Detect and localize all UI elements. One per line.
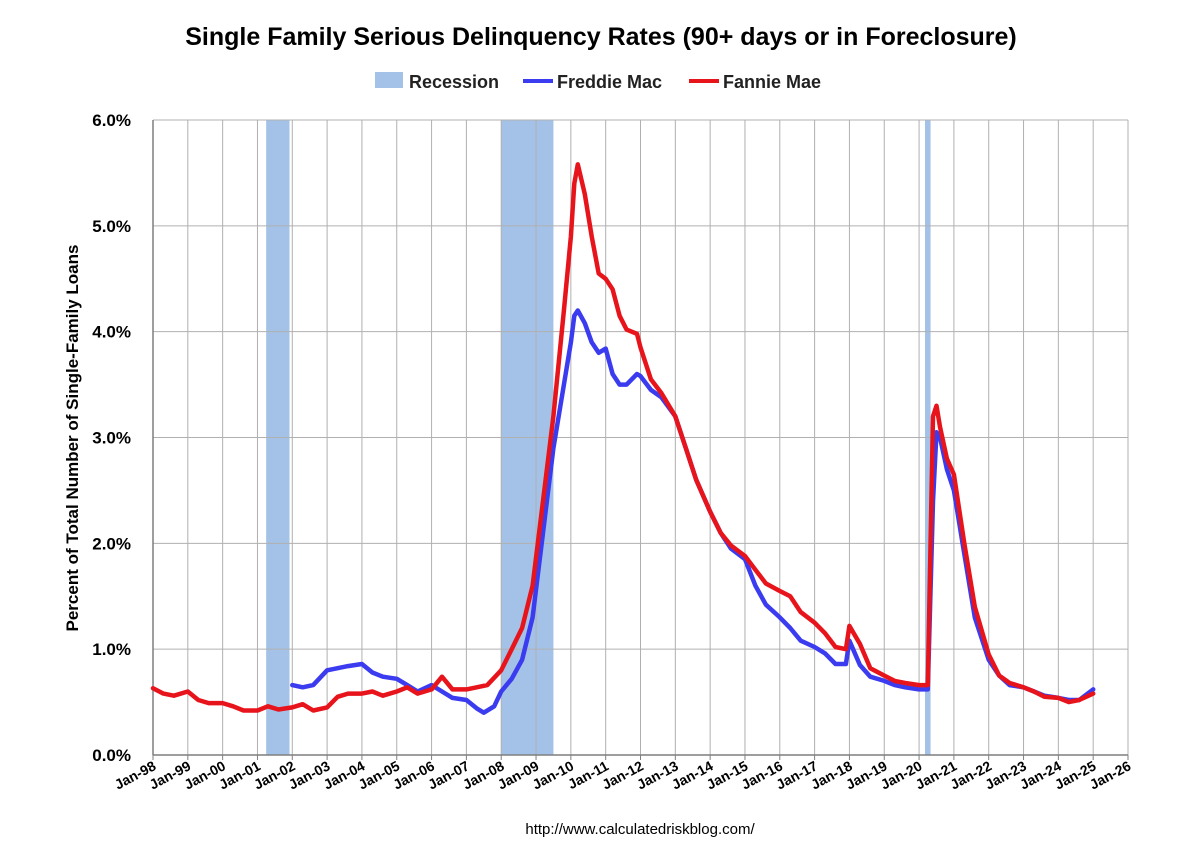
legend-label-fannie-mae: Fannie Mae	[723, 72, 821, 92]
chart-title: Single Family Serious Delinquency Rates …	[185, 23, 1017, 51]
y-axis-label: Percent of Total Number of Single-Family…	[63, 245, 82, 632]
series-lines	[150, 162, 1096, 715]
gridlines	[152, 119, 1129, 756]
y-tick-labels: 0.0% 1.0% 2.0% 3.0% 4.0% 5.0% 6.0%	[92, 111, 131, 765]
y-tick-label-5: 5.0%	[92, 217, 131, 236]
y-tick-label-4: 4.0%	[92, 323, 131, 342]
series-line-freddie-mac	[290, 308, 1096, 715]
legend-label-recession: Recession	[409, 72, 499, 92]
y-tick-label-0: 0.0%	[92, 746, 131, 765]
legend: Recession Freddie Mac Fannie Mae	[375, 72, 821, 92]
legend-label-freddie-mac: Freddie Mac	[557, 72, 662, 92]
x-tick-labels: Jan-98Jan-99Jan-00Jan-01Jan-02Jan-03Jan-…	[112, 757, 1134, 792]
series-line-fannie-mae	[150, 162, 1096, 713]
y-tick-label-6: 6.0%	[92, 111, 131, 130]
legend-swatch-recession	[375, 72, 403, 88]
axes	[152, 120, 1129, 760]
y-tick-label-3: 3.0%	[92, 429, 131, 448]
y-tick-label-1: 1.0%	[92, 640, 131, 659]
source-url: http://www.calculatedriskblog.com/	[525, 821, 755, 838]
y-tick-label-2: 2.0%	[92, 534, 131, 553]
